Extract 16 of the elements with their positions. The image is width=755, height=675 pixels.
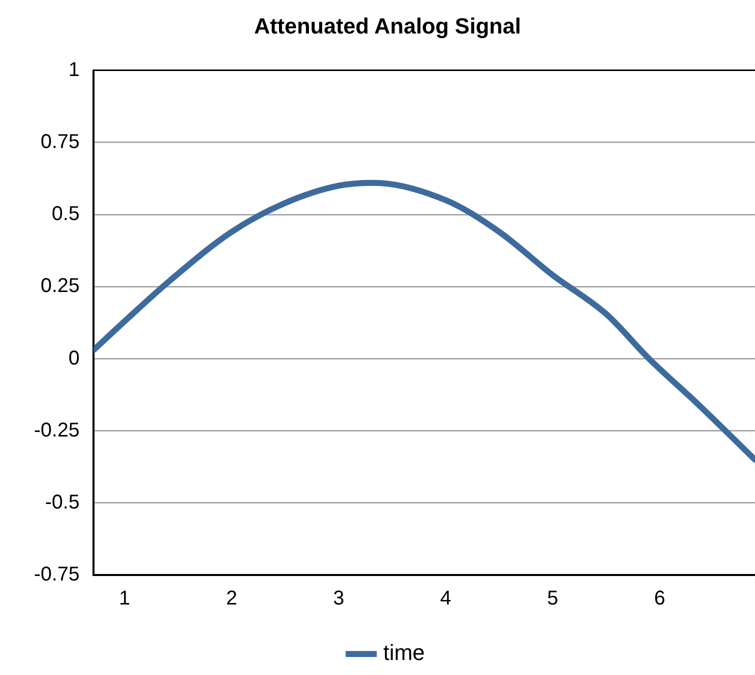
y-tick-label: 0.25 [40, 275, 80, 298]
y-tick-label: -0.75 [34, 564, 80, 586]
x-tick-label: 5 [547, 588, 558, 610]
y-tick-label: 0 [68, 347, 80, 370]
x-tick-label: 3 [333, 588, 344, 610]
x-tick-label: 2 [226, 588, 238, 610]
chart-title: Attenuated Analog Signal [254, 13, 521, 38]
y-tick-label: -0.25 [34, 419, 80, 442]
y-tick-label: -0.5 [45, 491, 80, 514]
x-tick-label: 4 [440, 588, 452, 610]
y-tick-label: 0.75 [40, 131, 80, 153]
y-tick-label: 1 [68, 58, 80, 81]
x-tick-label: 6 [654, 588, 666, 610]
y-tick-label: 0.5 [52, 203, 80, 226]
legend-label: time [383, 640, 425, 666]
x-tick-label: 1 [119, 588, 130, 610]
